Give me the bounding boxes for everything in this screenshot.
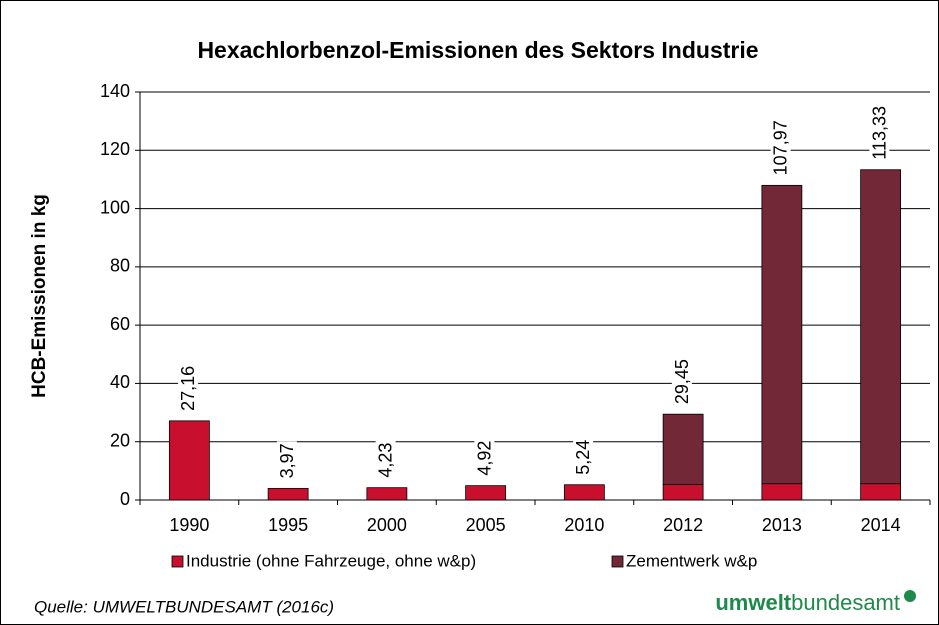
legend-label: Zementwerk w&p — [626, 551, 757, 570]
total-label: 29,45 — [672, 359, 692, 404]
y-tick-label: 20 — [110, 430, 130, 450]
bar-segment — [662, 413, 704, 485]
bar-segment — [860, 483, 902, 501]
bar-segment — [168, 420, 210, 501]
x-tick-label: 2005 — [466, 515, 506, 535]
total-label: 27,16 — [178, 366, 198, 411]
x-tick-label: 1990 — [169, 515, 209, 535]
total-label-group: 5,24 — [573, 437, 594, 477]
bar-segment — [465, 485, 507, 501]
legend-label: Industrie (ohne Fahrzeuge, ohne w&p) — [186, 551, 476, 570]
y-tick-label: 120 — [100, 139, 130, 159]
label-background — [178, 363, 199, 413]
bar-segment — [761, 483, 803, 501]
total-label-group: 29,45 — [671, 357, 692, 407]
total-label-group: 4,92 — [474, 438, 495, 478]
total-label-group: 113,33 — [869, 104, 890, 162]
y-tick-label: 140 — [100, 81, 130, 101]
y-tick-label: 100 — [100, 197, 130, 217]
label-background — [671, 357, 692, 407]
x-tick-label: 2013 — [762, 515, 802, 535]
total-label: 107,97 — [771, 120, 791, 175]
total-label: 3,97 — [277, 443, 297, 478]
source: Quelle: UMWELTBUNDESAMT (2016c) — [34, 597, 334, 616]
bar-segment — [761, 184, 803, 485]
total-label: 113,33 — [869, 106, 889, 160]
legend-swatch — [611, 555, 624, 568]
label-background — [869, 104, 890, 162]
logo-part: bundesamt — [791, 590, 900, 615]
y-tick-label: 0 — [120, 489, 130, 509]
bar-segment — [267, 488, 309, 501]
x-tick-label: 2012 — [663, 515, 703, 535]
total-label: 4,23 — [376, 443, 396, 478]
total-label: 5,24 — [573, 440, 593, 475]
bar-segment — [366, 487, 408, 501]
bar-segment — [860, 169, 902, 485]
logo: umweltbundesamt — [715, 590, 900, 615]
bar-segment — [563, 484, 605, 501]
label-background — [276, 441, 297, 481]
label-background — [573, 437, 594, 477]
chart-title: Hexachlorbenzol-Emissionen des Sektors I… — [197, 37, 758, 63]
total-label-group: 3,97 — [276, 441, 297, 481]
y-tick-label: 60 — [110, 314, 130, 334]
logo-part: umwelt — [715, 590, 791, 615]
total-label: 4,92 — [474, 441, 494, 476]
bar-segment — [662, 484, 704, 501]
legend-swatch — [171, 555, 184, 568]
y-tick-label: 40 — [110, 372, 130, 392]
label-background — [375, 440, 396, 480]
x-tick-label: 1995 — [268, 515, 308, 535]
total-label-group: 4,23 — [375, 440, 396, 480]
logo-icon — [904, 590, 916, 602]
label-background — [770, 118, 791, 178]
y-axis-label: HCB-Emissionen in kg — [29, 194, 50, 398]
x-tick-label: 2010 — [564, 515, 604, 535]
total-label-group: 27,16 — [178, 363, 199, 413]
total-label-group: 107,97 — [770, 118, 791, 178]
y-tick-label: 80 — [110, 256, 130, 276]
x-tick-label: 2000 — [367, 515, 407, 535]
x-tick-label: 2014 — [861, 515, 901, 535]
label-background — [474, 438, 495, 478]
